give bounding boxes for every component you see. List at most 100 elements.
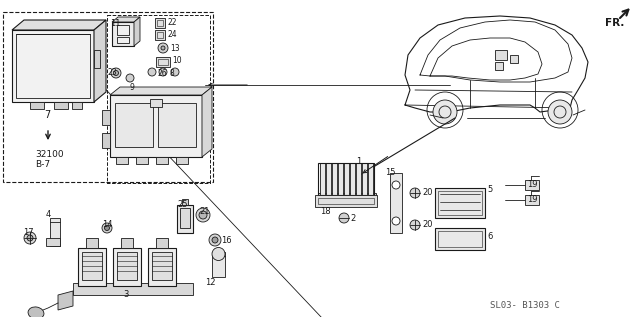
Bar — [78, 248, 106, 286]
Text: 6: 6 — [487, 232, 492, 241]
Bar — [438, 191, 482, 215]
Circle shape — [126, 74, 134, 82]
Bar — [117, 252, 137, 280]
Text: 25: 25 — [177, 200, 188, 209]
Text: 16: 16 — [221, 236, 232, 245]
Polygon shape — [110, 87, 212, 95]
Bar — [318, 198, 374, 204]
Bar — [112, 22, 134, 46]
Circle shape — [104, 225, 109, 230]
Circle shape — [196, 208, 210, 222]
Bar — [102, 110, 110, 125]
Bar — [157, 32, 163, 38]
Text: 10: 10 — [172, 56, 182, 65]
Polygon shape — [112, 17, 140, 22]
Bar — [16, 34, 90, 98]
Bar — [182, 199, 188, 205]
Bar — [82, 252, 102, 280]
Bar — [50, 218, 60, 246]
Text: 32100
B-7: 32100 B-7 — [35, 150, 63, 169]
Bar — [212, 252, 225, 277]
Text: 11: 11 — [110, 19, 120, 28]
Bar — [12, 30, 94, 102]
Circle shape — [433, 100, 457, 124]
Text: 19: 19 — [527, 195, 538, 204]
Bar — [332, 163, 337, 195]
Circle shape — [410, 220, 420, 230]
Circle shape — [199, 211, 207, 219]
Text: 26: 26 — [158, 69, 168, 78]
Bar — [107, 15, 210, 183]
Circle shape — [27, 235, 33, 241]
Bar — [73, 283, 193, 295]
Text: 18: 18 — [320, 207, 331, 216]
Text: 7: 7 — [44, 110, 51, 120]
Bar — [158, 103, 196, 147]
Bar — [156, 157, 168, 164]
Circle shape — [158, 43, 168, 53]
Bar — [525, 195, 539, 205]
Bar — [315, 195, 377, 207]
Circle shape — [392, 181, 400, 189]
Bar — [362, 163, 367, 195]
Circle shape — [148, 68, 156, 76]
Bar — [158, 59, 168, 65]
Text: 12: 12 — [205, 278, 216, 287]
Bar — [72, 102, 82, 109]
Text: 19: 19 — [527, 180, 538, 189]
Bar — [155, 30, 165, 40]
Circle shape — [410, 188, 420, 198]
Bar — [510, 55, 518, 63]
Bar — [94, 50, 100, 68]
Text: 5: 5 — [487, 185, 492, 194]
Text: 1: 1 — [356, 157, 361, 166]
Bar — [102, 133, 110, 148]
Bar — [435, 228, 485, 250]
Ellipse shape — [28, 307, 44, 317]
Text: 17: 17 — [23, 228, 34, 237]
Text: FR.: FR. — [605, 18, 625, 28]
Polygon shape — [58, 291, 73, 310]
Bar — [390, 173, 402, 233]
Bar — [525, 180, 539, 190]
Text: 24: 24 — [167, 30, 177, 39]
Text: 8: 8 — [169, 69, 173, 78]
Text: SL03- B1303 C: SL03- B1303 C — [490, 301, 560, 310]
Bar — [117, 25, 129, 35]
Circle shape — [161, 46, 165, 50]
Circle shape — [111, 68, 121, 78]
Text: 13: 13 — [170, 44, 180, 53]
Circle shape — [209, 234, 221, 246]
Bar — [150, 99, 162, 107]
Bar — [113, 248, 141, 286]
Bar — [368, 163, 373, 195]
Text: 20: 20 — [422, 188, 433, 197]
Bar — [318, 193, 376, 203]
Bar — [121, 238, 133, 248]
Polygon shape — [12, 20, 106, 30]
Bar — [110, 95, 202, 157]
Bar — [157, 20, 163, 26]
Bar — [156, 57, 170, 67]
Bar — [115, 103, 153, 147]
Bar — [338, 163, 343, 195]
Text: 3: 3 — [123, 290, 129, 299]
Bar — [180, 208, 190, 228]
Circle shape — [113, 70, 118, 75]
Circle shape — [102, 223, 112, 233]
Circle shape — [212, 237, 218, 243]
Polygon shape — [134, 17, 140, 46]
Text: 23: 23 — [108, 68, 118, 77]
Circle shape — [212, 248, 225, 261]
Bar — [3, 12, 213, 182]
Text: 20: 20 — [422, 220, 433, 229]
Circle shape — [548, 100, 572, 124]
Bar — [350, 163, 355, 195]
Bar — [156, 238, 168, 248]
Circle shape — [392, 217, 400, 225]
Bar — [54, 102, 68, 109]
Bar — [435, 188, 485, 218]
Bar — [495, 50, 507, 60]
Bar — [177, 205, 193, 233]
Bar — [176, 157, 188, 164]
